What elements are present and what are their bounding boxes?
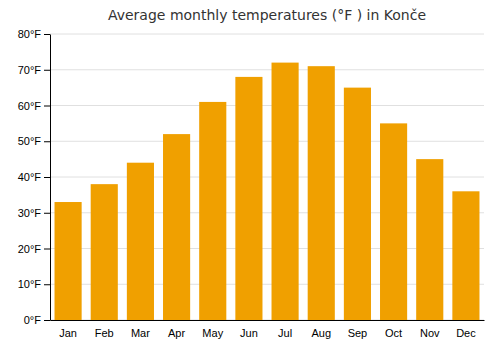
x-tick: Jan bbox=[59, 327, 77, 339]
bar bbox=[272, 63, 299, 320]
y-tick-label: 0°F bbox=[24, 314, 42, 326]
x-tick: Jul bbox=[278, 327, 292, 339]
y-tick-mark bbox=[44, 34, 50, 35]
bars bbox=[55, 63, 480, 320]
grid-line bbox=[50, 69, 484, 70]
x-tick-label: Apr bbox=[168, 327, 185, 339]
y-tick: 40°F bbox=[18, 171, 50, 183]
title: Average monthly temperatures (°F ) in Ko… bbox=[108, 7, 426, 23]
bar bbox=[344, 88, 371, 320]
bar bbox=[127, 163, 154, 320]
x-tick: Sep bbox=[348, 327, 368, 339]
y-tick-label: 80°F bbox=[18, 28, 42, 40]
y-tick-mark bbox=[44, 70, 50, 71]
x-tick-label: Oct bbox=[385, 327, 402, 339]
y-tick: 80°F bbox=[18, 28, 50, 40]
y-tick-mark bbox=[44, 141, 50, 142]
bar bbox=[235, 77, 262, 320]
y-tick: 10°F bbox=[18, 278, 50, 290]
bar bbox=[416, 159, 443, 320]
plot: Jan Feb Mar Apr May Jun Jul Aug Sep Oct Nov Dec 0°F 1… bbox=[18, 28, 485, 339]
x-tick-label: Sep bbox=[348, 327, 368, 339]
bar bbox=[380, 123, 407, 320]
y-tick-label: 40°F bbox=[18, 171, 42, 183]
x-tick-label: Dec bbox=[456, 327, 476, 339]
grid-line bbox=[50, 141, 484, 142]
bar bbox=[55, 202, 82, 320]
y-tick: 30°F bbox=[18, 207, 50, 219]
x-tick-label: Aug bbox=[311, 327, 331, 339]
bar bbox=[308, 66, 335, 320]
y-tick-mark bbox=[44, 249, 50, 250]
y-tick-mark bbox=[44, 106, 50, 107]
y-tick: 60°F bbox=[18, 100, 50, 112]
chart: Jan Feb Mar Apr May Jun Jul Aug Sep Oct Nov Dec 0°F 1… bbox=[0, 0, 500, 350]
y-tick: 50°F bbox=[18, 135, 50, 147]
y-tick-mark bbox=[44, 213, 50, 214]
x-tick: Feb bbox=[95, 327, 114, 339]
axis-line bbox=[50, 35, 51, 321]
x-tick-label: Feb bbox=[95, 327, 114, 339]
x-tick-label: Jun bbox=[240, 327, 258, 339]
x-tick: Aug bbox=[311, 327, 331, 339]
y-tick-label: 30°F bbox=[18, 207, 42, 219]
y-tick-label: 70°F bbox=[18, 64, 42, 76]
x-axis: Jan Feb Mar Apr May Jun Jul Aug Sep Oct Nov Dec bbox=[51, 321, 485, 339]
x-tick: Mar bbox=[131, 327, 150, 339]
grid-line bbox=[50, 34, 484, 35]
bar bbox=[163, 134, 190, 320]
grid bbox=[50, 34, 484, 320]
x-tick: Oct bbox=[385, 327, 402, 339]
x-tick-label: May bbox=[202, 327, 223, 339]
grid-line bbox=[50, 105, 484, 106]
bar bbox=[199, 102, 226, 320]
x-tick-label: Mar bbox=[131, 327, 150, 339]
y-tick-label: 60°F bbox=[18, 100, 42, 112]
x-tick: Dec bbox=[456, 327, 476, 339]
y-tick: 0°F bbox=[24, 314, 50, 326]
axis-line bbox=[51, 320, 485, 321]
y-tick-label: 20°F bbox=[18, 243, 42, 255]
x-tick: May bbox=[202, 327, 223, 339]
y-axis: 0°F 10°F 20°F 30°F 40°F 50°F 60°F 70°F 80°F bbox=[18, 28, 51, 326]
y-tick-label: 10°F bbox=[18, 278, 42, 290]
y-tick: 20°F bbox=[18, 243, 50, 255]
x-tick-label: Jul bbox=[278, 327, 292, 339]
y-tick-mark bbox=[44, 320, 50, 321]
x-tick-label: Nov bbox=[420, 327, 440, 339]
x-tick: Apr bbox=[168, 327, 185, 339]
y-tick-mark bbox=[44, 284, 50, 285]
x-tick: Jun bbox=[240, 327, 258, 339]
y-tick-mark bbox=[44, 177, 50, 178]
y-tick: 70°F bbox=[18, 64, 50, 76]
y-tick-label: 50°F bbox=[18, 135, 42, 147]
x-tick-label: Jan bbox=[59, 327, 77, 339]
x-tick: Nov bbox=[420, 327, 440, 339]
bar bbox=[91, 184, 118, 320]
bar bbox=[452, 191, 479, 320]
